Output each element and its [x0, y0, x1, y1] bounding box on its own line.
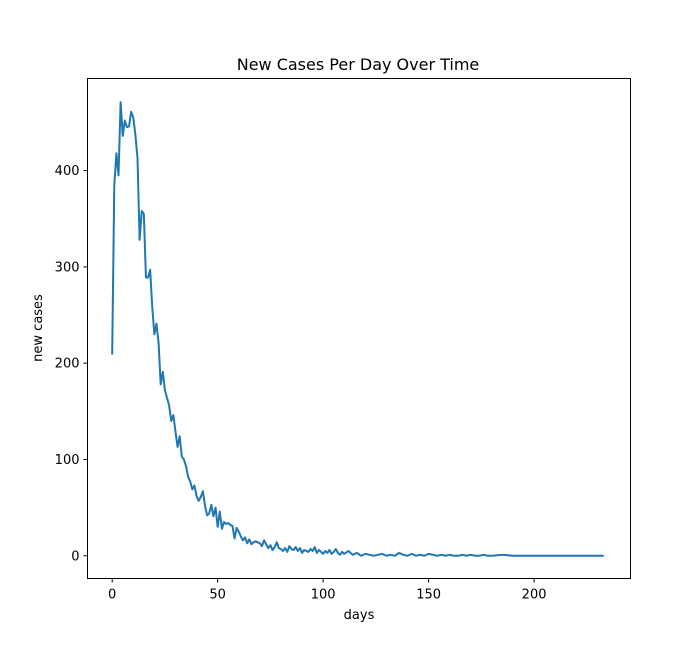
x-tick-label: 100	[311, 588, 336, 603]
plot-area	[87, 78, 631, 579]
x-tick-label: 50	[209, 588, 226, 603]
x-axis: 0 50 100 150 200	[108, 578, 547, 603]
plot-frame	[87, 78, 631, 579]
series-layer	[111, 101, 604, 557]
y-tick-label: 0	[71, 549, 79, 564]
y-tick-label: 200	[55, 357, 80, 372]
x-tick-label: 150	[416, 588, 441, 603]
y-axis-title: new cases	[31, 294, 46, 362]
x-axis-title: days	[344, 608, 375, 623]
series-line-0	[111, 101, 604, 557]
x-tick-label: 0	[108, 588, 116, 603]
chart-title: New Cases Per Day Over Time	[237, 55, 480, 74]
y-tick-label: 300	[55, 260, 80, 275]
y-axis: 0 100 200 300 400	[55, 164, 88, 564]
y-tick-label: 400	[55, 164, 80, 179]
y-tick-label: 100	[55, 453, 80, 468]
x-tick-label: 200	[522, 588, 547, 603]
